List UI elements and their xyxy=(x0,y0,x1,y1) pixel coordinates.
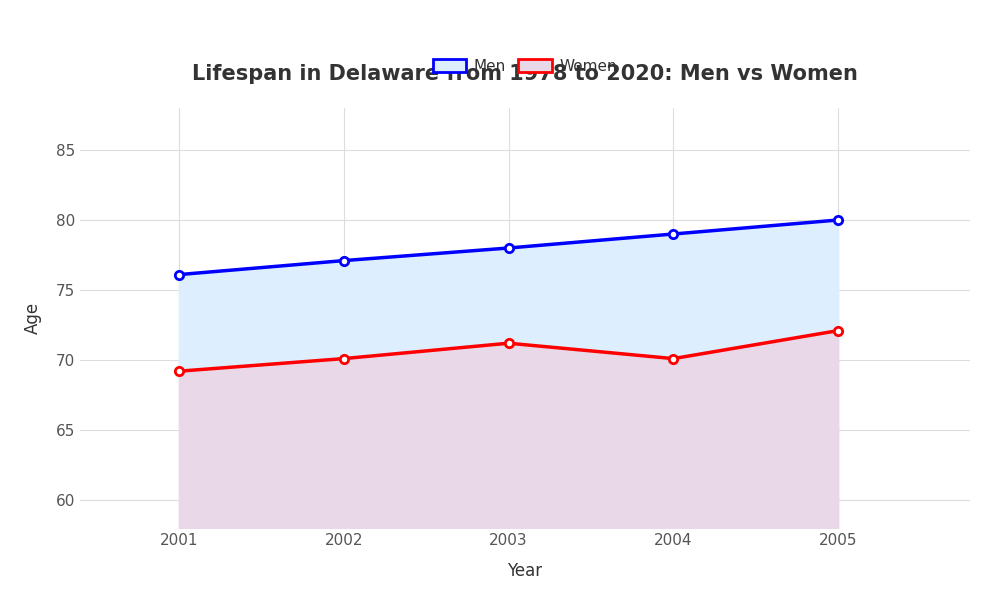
X-axis label: Year: Year xyxy=(507,562,543,580)
Y-axis label: Age: Age xyxy=(24,302,42,334)
Legend: Men, Women: Men, Women xyxy=(427,53,623,80)
Title: Lifespan in Delaware from 1978 to 2020: Men vs Women: Lifespan in Delaware from 1978 to 2020: … xyxy=(192,64,858,84)
